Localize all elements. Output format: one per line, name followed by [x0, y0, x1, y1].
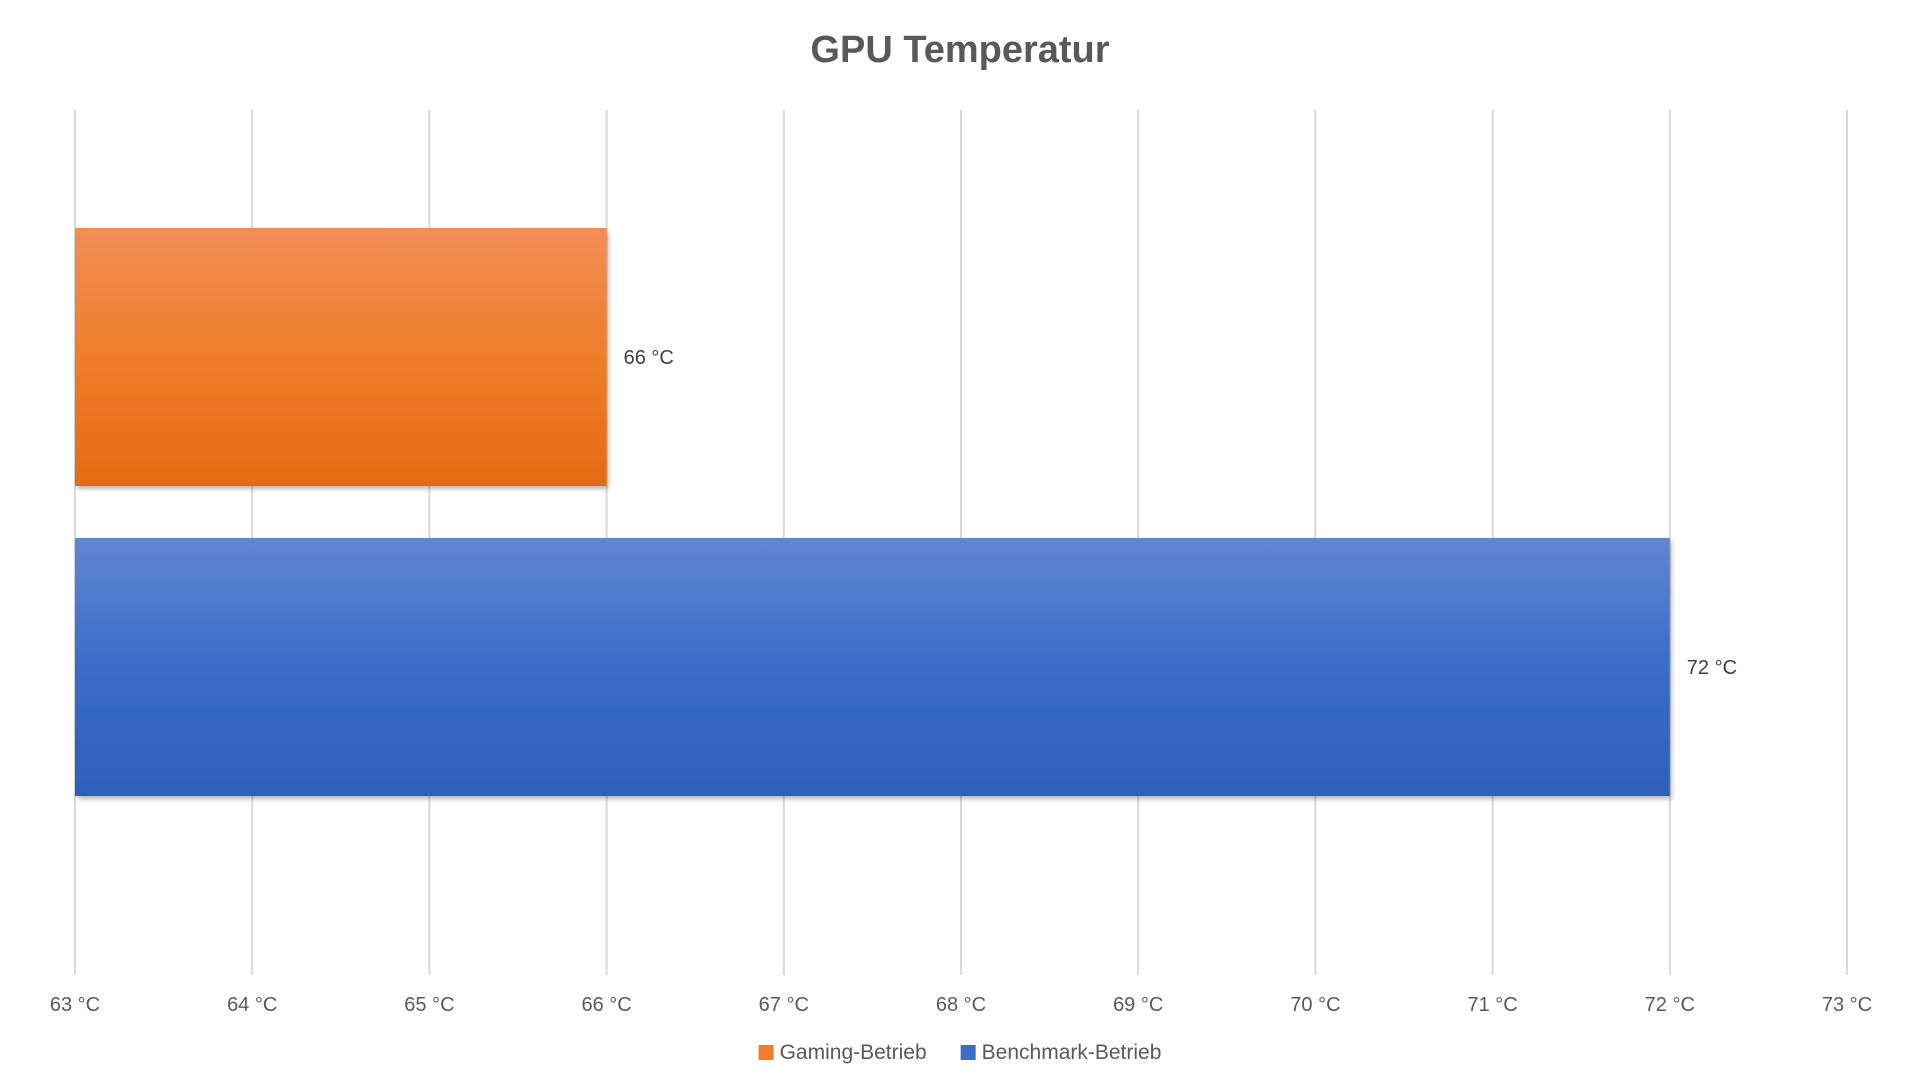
legend-item: Benchmark-Betrieb [960, 1041, 1162, 1064]
legend-label: Gaming-Betrieb [780, 1041, 927, 1064]
legend-swatch [960, 1045, 976, 1060]
x-tick-label: 68 °C [936, 994, 986, 1016]
data-label: 66 °C [624, 347, 674, 369]
x-tick-label: 72 °C [1645, 994, 1695, 1016]
bars [75, 228, 1670, 796]
chart-title: GPU Temperatur [810, 29, 1109, 71]
x-tick-label: 73 °C [1822, 994, 1872, 1016]
x-tick-label: 70 °C [1290, 994, 1340, 1016]
legend-label: Benchmark-Betrieb [982, 1041, 1162, 1064]
x-axis-tick-labels: 63 °C 64 °C 65 °C 66 °C 67 °C 68 °C 69 °C 70 °C… [50, 994, 1872, 1016]
legend-item: Gaming-Betrieb [758, 1041, 927, 1064]
x-tick-label: 64 °C [227, 994, 277, 1016]
bar-gaming-betrieb [75, 228, 607, 486]
data-labels: 66 °C 72 °C [624, 347, 1737, 679]
legend-swatch [758, 1045, 774, 1060]
x-tick-label: 65 °C [404, 994, 454, 1016]
data-label: 72 °C [1687, 657, 1737, 679]
x-tick-label: 63 °C [50, 994, 100, 1016]
x-tick-label: 67 °C [759, 994, 809, 1016]
x-tick-label: 66 °C [581, 994, 631, 1016]
bar-benchmark-betrieb [75, 538, 1670, 796]
x-tick-label: 69 °C [1113, 994, 1163, 1016]
x-tick-label: 71 °C [1467, 994, 1517, 1016]
legend: Gaming-Betrieb Benchmark-Betrieb [758, 1041, 1162, 1064]
